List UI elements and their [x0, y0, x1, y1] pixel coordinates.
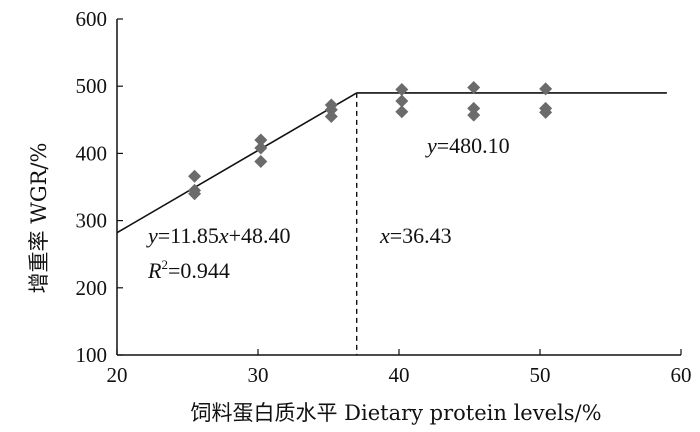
plateau-equation: y=480.10 — [425, 133, 510, 158]
y-tick-label: 200 — [76, 276, 108, 300]
data-points — [188, 81, 553, 201]
x-tick-label: 20 — [107, 363, 128, 387]
data-point — [467, 81, 481, 95]
fit-lines — [116, 92, 667, 355]
data-point — [395, 105, 409, 119]
axes: 100 200 300 400 500 600 20 30 40 50 60 — [76, 7, 692, 387]
y-tick-label: 300 — [76, 209, 108, 233]
y-tick-label: 100 — [76, 343, 108, 367]
x-tick-label: 40 — [389, 363, 410, 387]
data-point — [188, 187, 202, 201]
data-point — [539, 82, 553, 96]
data-point — [324, 103, 338, 117]
y-axis-title: 增重率 WGR/% — [27, 143, 51, 294]
data-point — [324, 109, 338, 123]
y-tick-label: 500 — [76, 74, 108, 98]
data-point — [188, 169, 202, 183]
x-tick-label: 30 — [248, 363, 269, 387]
y-tick-label: 600 — [76, 7, 108, 31]
x-axis-title: 饲料蛋白质水平 Dietary protein levels/% — [190, 401, 601, 425]
linear-equation: y=11.85x+48.40 — [146, 223, 291, 248]
breakpoint-equation: x=36.43 — [379, 223, 452, 248]
x-tick-label: 50 — [530, 363, 551, 387]
r-squared: R2=0.944 — [147, 257, 230, 283]
data-point — [395, 83, 409, 97]
data-point — [467, 101, 481, 115]
y-tick-label: 400 — [76, 141, 108, 165]
data-point — [254, 133, 268, 147]
data-point — [539, 105, 553, 119]
data-point — [254, 141, 268, 155]
data-point — [254, 154, 268, 168]
fit-line — [116, 92, 358, 234]
data-point — [467, 108, 481, 122]
data-point — [395, 94, 409, 108]
x-tick-label: 60 — [671, 363, 692, 387]
